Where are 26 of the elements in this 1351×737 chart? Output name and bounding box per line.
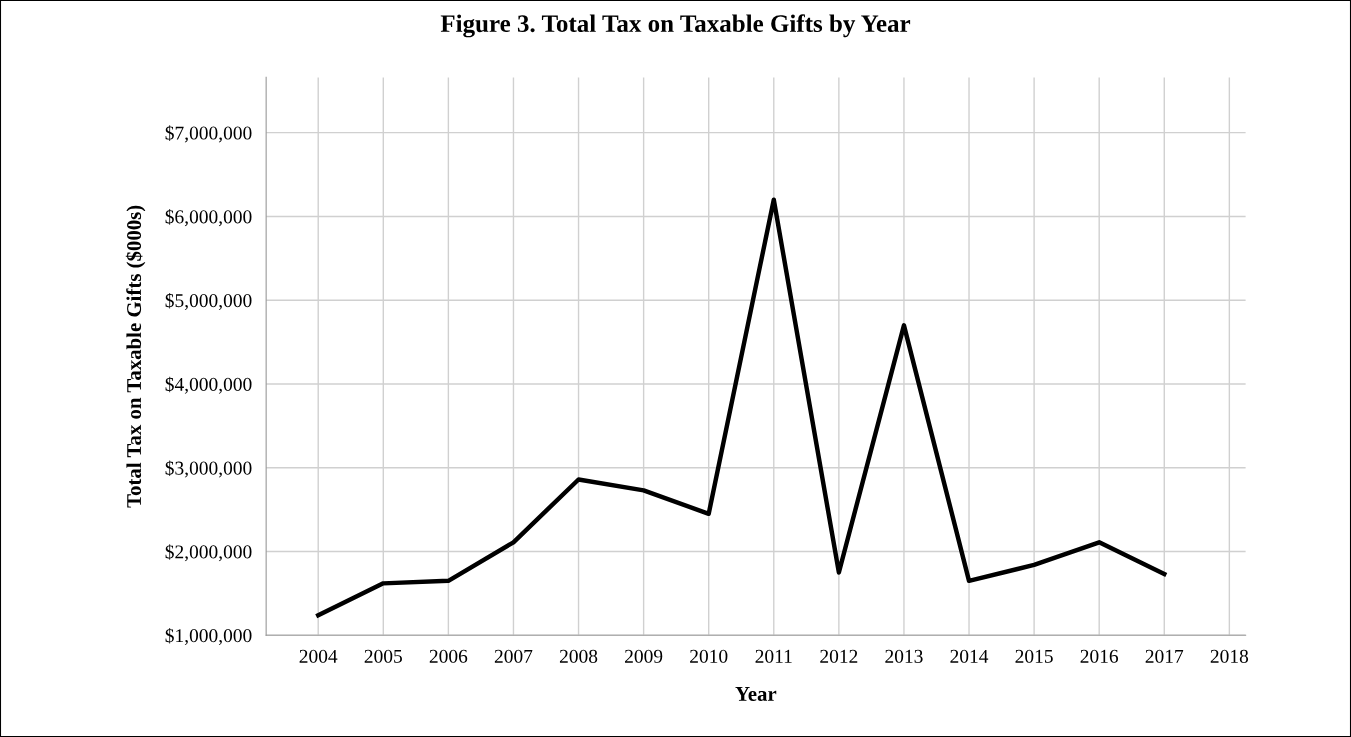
x-tick-label: 2011 [755,649,792,663]
chart-title: Figure 3. Total Tax on Taxable Gifts by Year [440,14,911,38]
x-tick-label: 2004 [299,649,338,663]
x-tick-label: 2010 [690,649,728,663]
x-tick-label: 2014 [950,649,989,663]
x-tick-label: 2015 [1015,649,1053,663]
x-tick-label: 2017 [1145,649,1184,663]
y-tick-label: $2,000,000 [165,544,252,562]
y-tick-label: $6,000,000 [165,209,252,227]
x-tick-label: 2013 [885,649,923,663]
x-tick-label: 2007 [494,649,533,663]
x-tick-label: 2018 [1210,649,1249,663]
x-tick-label: 2008 [559,649,598,663]
y-tick-label: $4,000,000 [165,376,252,394]
y-tick-label: $3,000,000 [165,460,252,478]
x-axis-title: Year [735,687,777,701]
x-tick-label: 2005 [364,649,402,663]
x-tick-label: 2012 [820,649,858,663]
y-tick-label: $5,000,000 [165,292,252,310]
y-tick-label: $7,000,000 [165,125,252,143]
x-tick-label: 2009 [625,649,663,663]
x-tick-label: 2016 [1080,649,1119,663]
x-tick-label: 2006 [429,649,468,663]
line-series [315,197,1167,618]
y-tick-label: $1,000,000 [165,627,252,646]
y-axis-title: Total Tax on Taxable Gifts ($000s) [125,205,146,508]
